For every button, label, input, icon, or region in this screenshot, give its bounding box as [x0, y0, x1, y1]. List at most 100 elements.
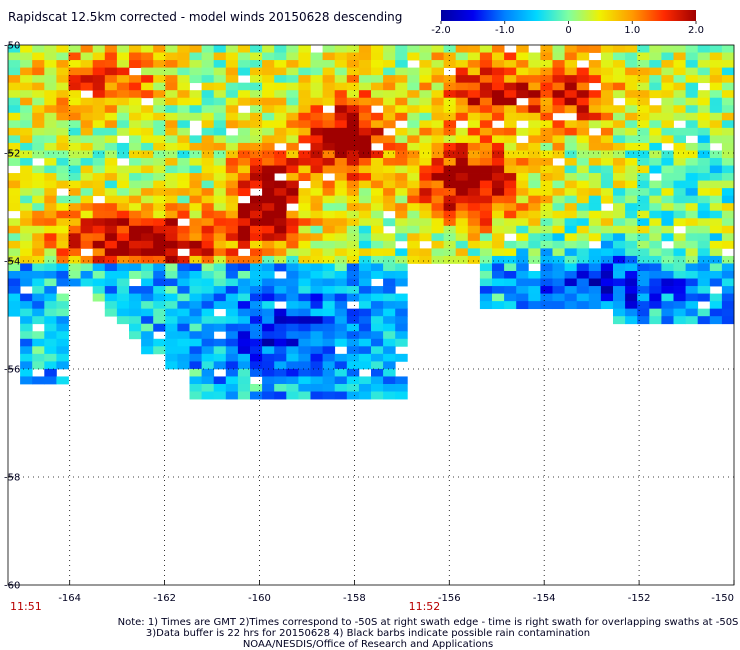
heatmap-cell — [540, 75, 553, 84]
heatmap-cell — [552, 75, 565, 84]
heatmap-cell — [564, 105, 578, 114]
heatmap-cell — [286, 52, 299, 61]
heatmap-cell — [286, 180, 299, 189]
heatmap-cell — [395, 293, 408, 302]
heatmap-cell — [298, 316, 311, 325]
heatmap-cell — [322, 361, 336, 370]
heatmap-cell — [20, 331, 33, 340]
heatmap-cell — [685, 240, 699, 249]
heatmap-cell — [213, 135, 227, 144]
heatmap-cell — [358, 286, 372, 294]
heatmap-cell — [165, 225, 178, 234]
heatmap-cell — [455, 75, 469, 84]
heatmap-cell — [274, 286, 287, 294]
heatmap-cell — [673, 67, 686, 76]
heatmap-cell — [262, 270, 275, 279]
heatmap-cell — [225, 248, 239, 257]
heatmap-cell — [213, 278, 227, 287]
heatmap-cell — [346, 97, 360, 106]
heatmap-cell — [407, 135, 420, 144]
heatmap-cell — [322, 127, 336, 136]
heatmap-cell — [116, 308, 130, 317]
heatmap-cell — [104, 286, 118, 294]
heatmap-cell — [613, 67, 626, 76]
heatmap-cell — [431, 240, 444, 249]
heatmap-cell — [371, 120, 384, 129]
heatmap-cell — [310, 361, 323, 370]
heatmap-cell — [20, 67, 33, 76]
heatmap-cell — [322, 75, 336, 84]
colorbar-tick-label: -2.0 — [431, 25, 451, 36]
heatmap-cell — [68, 165, 81, 174]
heatmap-cell — [165, 150, 178, 159]
heatmap-cell — [201, 346, 215, 355]
heatmap-cell — [177, 316, 190, 325]
heatmap-cell — [68, 157, 81, 166]
heatmap-cell — [637, 225, 650, 234]
heatmap-cell — [467, 157, 481, 166]
heatmap-cell — [104, 210, 118, 219]
heatmap-cell — [395, 278, 408, 287]
heatmap-cell — [225, 67, 239, 76]
heatmap-cell — [274, 90, 287, 99]
heatmap-cell — [32, 127, 45, 136]
heatmap-cell — [419, 233, 432, 242]
heatmap-cell — [443, 150, 457, 159]
heatmap-cell — [492, 203, 505, 212]
heatmap-cell — [661, 180, 674, 189]
heatmap-cell — [673, 248, 686, 257]
heatmap-cell — [407, 255, 420, 264]
heatmap-cell — [201, 203, 215, 212]
heatmap-cell — [116, 301, 130, 310]
heatmap-cell — [262, 203, 275, 212]
heatmap-cell — [20, 361, 33, 370]
heatmap-cell — [479, 225, 493, 234]
heatmap-cell — [310, 316, 323, 325]
heatmap-cell — [625, 90, 638, 99]
heatmap-cell — [310, 308, 323, 317]
heatmap-cell — [528, 150, 541, 159]
heatmap-cell — [697, 316, 711, 325]
heatmap-cell — [564, 45, 578, 53]
heatmap-cell — [262, 165, 275, 174]
heatmap-cell — [250, 270, 263, 279]
heatmap-cell — [685, 301, 699, 310]
heatmap-cell — [685, 195, 699, 204]
heatmap-cell — [104, 308, 118, 317]
heatmap-cell — [129, 150, 142, 159]
heatmap-cell — [92, 286, 106, 294]
heatmap-cell — [588, 188, 602, 197]
heatmap-cell — [310, 97, 323, 106]
heatmap-cell — [310, 353, 323, 362]
heatmap-cell — [673, 112, 686, 121]
heatmap-cell — [250, 316, 263, 325]
heatmap-cell — [613, 195, 626, 204]
heatmap-cell — [56, 331, 69, 340]
heatmap-cell — [540, 248, 553, 257]
heatmap-cell — [637, 67, 650, 76]
heatmap-cell — [153, 195, 166, 204]
heatmap-cell — [540, 195, 553, 204]
heatmap-cell — [419, 60, 432, 68]
heatmap-cell — [492, 188, 505, 197]
heatmap-cell — [274, 180, 287, 189]
heatmap-cell — [492, 173, 505, 181]
heatmap-cell — [613, 150, 626, 159]
heatmap-cell — [129, 225, 142, 234]
heatmap-cell — [588, 67, 602, 76]
heatmap-cell — [141, 248, 154, 257]
heatmap-cell — [540, 157, 553, 166]
heatmap-cell — [274, 353, 287, 362]
heatmap-cell — [116, 173, 130, 181]
heatmap-cell — [44, 90, 57, 99]
heatmap-cell — [661, 316, 674, 325]
heatmap-cell — [576, 142, 590, 151]
heatmap-cell — [32, 120, 45, 129]
heatmap-cell — [274, 97, 287, 106]
heatmap-cell — [213, 195, 227, 204]
heatmap-cell — [44, 142, 57, 151]
heatmap-cell — [80, 218, 94, 227]
heatmap-cell — [201, 52, 215, 61]
heatmap-cell — [310, 286, 323, 294]
heatmap-cell — [274, 60, 287, 68]
